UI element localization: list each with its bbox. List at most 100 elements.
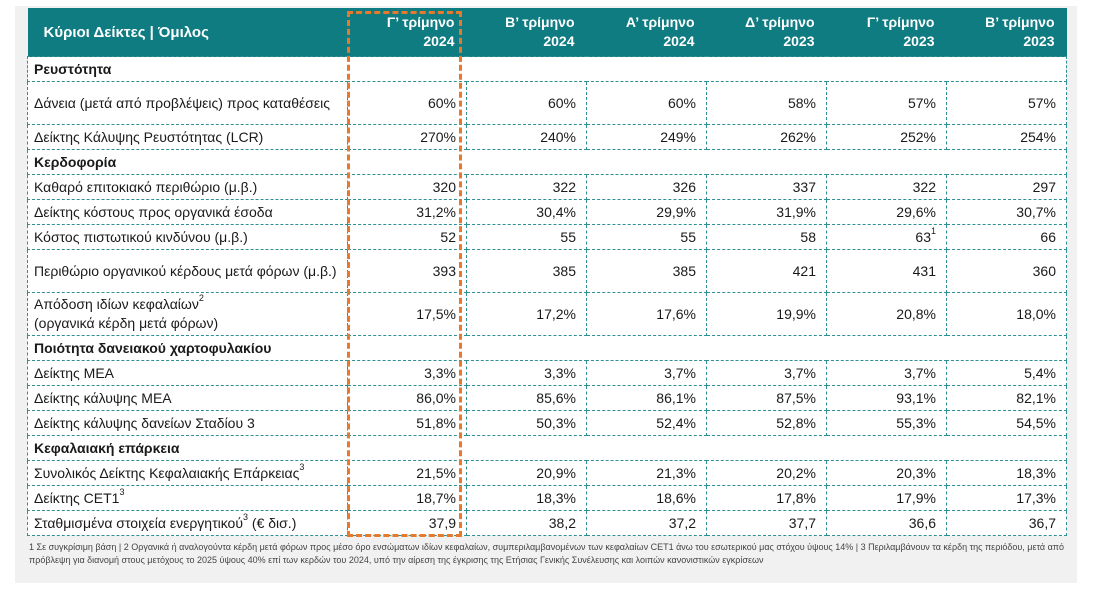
cell-value: 58: [706, 224, 827, 250]
column-header-q3-2023: Γ’ τρίμηνο 2023: [826, 8, 947, 57]
cell-value: 17,9%: [826, 485, 947, 511]
column-header-q2-2024: Β’ τρίμηνο 2024: [466, 8, 587, 57]
cell-value: 18,3%: [946, 460, 1067, 486]
cell-value: 20,9%: [466, 460, 587, 486]
cell-value: 322: [826, 174, 947, 200]
cell-value: 252%: [826, 124, 947, 150]
table-row: Σταθμισμένα στοιχεία ενεργητικού3 (€ δισ…: [27, 510, 1067, 536]
footnote-marker: 3: [119, 486, 125, 497]
table-row: Συνολικός Δείκτης Κεφαλαιακής Επάρκειας3…: [27, 460, 1067, 486]
cell-value: 297: [946, 174, 1067, 200]
cell-value: 20,3%: [826, 460, 947, 486]
cell-value: 31,9%: [706, 199, 827, 225]
cell-value: 87,5%: [706, 385, 827, 411]
cell-value: 337: [706, 174, 827, 200]
cell-value: 31,2%: [347, 199, 467, 225]
column-header-q3-2024: Γ’ τρίμηνο 2024: [347, 8, 467, 57]
row-label-line1: Απόδοση ιδίων κεφαλαίων: [34, 296, 199, 312]
column-header-q2-2023: Β’ τρίμηνο 2023: [946, 8, 1067, 57]
row-label: Σταθμισμένα στοιχεία ενεργητικού3 (€ δισ…: [27, 510, 348, 536]
cell-value: 17,8%: [706, 485, 827, 511]
cell-value: 17,2%: [466, 292, 587, 336]
table-row: Καθαρό επιτοκιακό περιθώριο (μ.β.) 320 3…: [27, 174, 1067, 200]
row-label: Δάνεια (μετά από προβλέψεις) προς καταθέ…: [27, 81, 348, 125]
cell-value: 19,9%: [706, 292, 827, 336]
cell-value: 50,3%: [466, 410, 587, 436]
cell-value: 58%: [706, 81, 827, 125]
cell-value: 30,7%: [946, 199, 1067, 225]
footnote-marker: 3: [299, 461, 305, 472]
row-label: Δείκτης κάλυψης ΜΕΑ: [27, 385, 348, 411]
table-row: Δείκτης κόστους προς οργανικά έσοδα 31,2…: [27, 199, 1067, 225]
row-label: Δείκτης κάλυψης δανείων Σταδίου 3: [27, 410, 348, 436]
cell-value: 52: [347, 224, 467, 250]
footnote-marker: 2: [198, 293, 204, 304]
cell-value: 60%: [586, 81, 707, 125]
cell-value: 37,2: [586, 510, 707, 536]
table-row: Δείκτης Κάλυψης Ρευστότητας (LCR) 270% 2…: [27, 124, 1067, 150]
cell-value: 326: [586, 174, 707, 200]
row-label-text: Συνολικός Δείκτης Κεφαλαιακής Επάρκειας: [34, 464, 300, 481]
table-row: Περιθώριο οργανικού κέρδους μετά φόρων (…: [27, 249, 1067, 293]
cell-value: 270%: [347, 124, 467, 150]
cell-value: 52,8%: [706, 410, 827, 436]
section-title: Ποιότητα δανειακού χαρτοφυλακίου: [27, 335, 1067, 361]
cell-value: 240%: [466, 124, 587, 150]
cell-value: 3,3%: [347, 360, 467, 386]
cell-value: 385: [466, 249, 587, 293]
cell-value: 249%: [586, 124, 707, 150]
cell-value: 254%: [946, 124, 1067, 150]
cell-value: 18,6%: [586, 485, 707, 511]
cell-value: 30,4%: [466, 199, 587, 225]
row-label-text: Σταθμισμένα στοιχεία ενεργητικού: [34, 514, 244, 531]
section-title: Κερδοφορία: [27, 149, 1067, 175]
cell-value: 322: [466, 174, 587, 200]
cell-value: 55,3%: [826, 410, 947, 436]
row-label-line2: (οργανικά κέρδη μετά φόρων): [34, 315, 219, 331]
cell-value: 17,5%: [347, 292, 467, 336]
cell-value: 82,1%: [946, 385, 1067, 411]
cell-value: 21,5%: [347, 460, 467, 486]
cell-value: 3,7%: [706, 360, 827, 386]
table-row: Δείκτης ΜΕΑ 3,3% 3,3% 3,7% 3,7% 3,7% 5,4…: [27, 360, 1067, 386]
table-row: Δάνεια (μετά από προβλέψεις) προς καταθέ…: [27, 81, 1067, 125]
cell-value: 51,8%: [347, 410, 467, 436]
cell-value: 36,7: [946, 510, 1067, 536]
cell-value: 60%: [347, 81, 467, 125]
cell-value: 631: [826, 224, 947, 250]
cell-value: 5,4%: [946, 360, 1067, 386]
cell-value: 21,3%: [586, 460, 707, 486]
table-header-row: Κύριοι Δείκτες | Όμιλος Γ’ τρίμηνο 2024 Β…: [27, 8, 1067, 57]
row-label: Απόδοση ιδίων κεφαλαίων2 (οργανικά κέρδη …: [27, 292, 348, 336]
row-label: Δείκτης CET13: [27, 485, 348, 511]
section-row-asset-quality: Ποιότητα δανειακού χαρτοφυλακίου: [27, 335, 1067, 361]
cell-value: 86,0%: [347, 385, 467, 411]
cell-value: 66: [946, 224, 1067, 250]
section-title: Κεφαλαιακή επάρκεια: [27, 435, 1067, 461]
cell-value: 52,4%: [586, 410, 707, 436]
row-label: Δείκτης κόστους προς οργανικά έσοδα: [27, 199, 348, 225]
row-label-text: Δείκτης CET1: [34, 489, 120, 506]
key-indicators-table: Κύριοι Δείκτες | Όμιλος Γ’ τρίμηνο 2024 Β…: [27, 8, 1067, 536]
cell-value: 18,7%: [347, 485, 467, 511]
row-label-unit: (€ δισ.): [248, 514, 297, 531]
value-text: 63: [915, 228, 931, 245]
cell-value: 54,5%: [946, 410, 1067, 436]
row-label: Καθαρό επιτοκιακό περιθώριο (μ.β.): [27, 174, 348, 200]
cell-value: 17,3%: [946, 485, 1067, 511]
cell-value: 93,1%: [826, 385, 947, 411]
table-row: Δείκτης κάλυψης δανείων Σταδίου 3 51,8% …: [27, 410, 1067, 436]
cell-value: 18,3%: [466, 485, 587, 511]
cell-value: 17,6%: [586, 292, 707, 336]
section-row-capital-adequacy: Κεφαλαιακή επάρκεια: [27, 435, 1067, 461]
table-row: Κόστος πιστωτικού κινδύνου (μ.β.) 52 55 …: [27, 224, 1067, 250]
cell-value: 36,6: [826, 510, 947, 536]
column-header-q4-2023: Δ’ τρίμηνο 2023: [706, 8, 827, 57]
row-label: Περιθώριο οργανικού κέρδους μετά φόρων (…: [27, 249, 348, 293]
footnote-marker: 1: [930, 225, 936, 236]
footnote-marker: 3: [243, 511, 249, 522]
table-row: Δείκτης κάλυψης ΜΕΑ 86,0% 85,6% 86,1% 87…: [27, 385, 1067, 411]
cell-value: 86,1%: [586, 385, 707, 411]
cell-value: 385: [586, 249, 707, 293]
cell-value: 60%: [466, 81, 587, 125]
